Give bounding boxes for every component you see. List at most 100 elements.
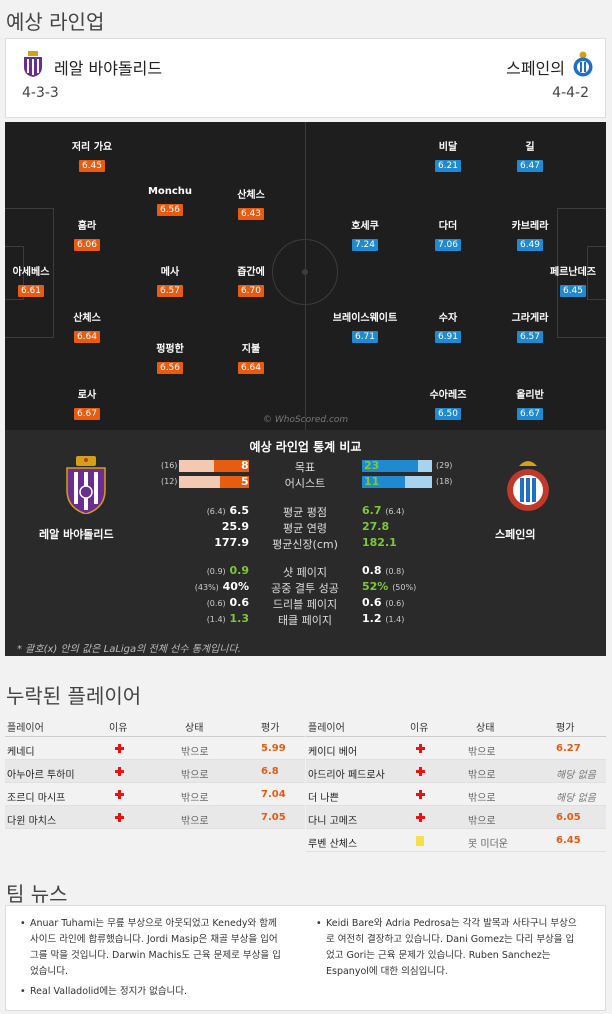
home-player[interactable]: 즙간에 6.70 — [237, 267, 265, 297]
stat-home-value: (0.9) 0.9 — [207, 564, 249, 577]
home-player[interactable]: 산체스 6.64 — [73, 313, 101, 343]
stat-label: 평균 평점 — [283, 506, 327, 519]
stat-home-number: 40% — [222, 580, 249, 593]
center-circle — [272, 239, 338, 305]
home-player[interactable]: 메사 6.57 — [122, 263, 218, 297]
home-player[interactable]: 로사 6.67 — [39, 386, 135, 420]
missing-player-status: 밖으로 — [468, 747, 496, 758]
missing-player-rating: 6.27 — [556, 743, 581, 754]
stats-home-name: 레알 바야돌리드 — [39, 528, 114, 541]
stat-bar-goals: (16) 8 목표 23 (29) — [161, 459, 453, 474]
away-player[interactable]: 페르난데즈 6.45 — [550, 267, 596, 297]
away-team-name[interactable]: 스페인의 — [506, 59, 565, 78]
injury-cross-icon — [416, 767, 425, 776]
away-player[interactable]: 카브레라 6.49 — [511, 221, 549, 251]
stat-away-number: 52% — [362, 580, 389, 593]
missing-player-rating: 5.99 — [261, 743, 286, 754]
missing-player-name[interactable]: 아드리아 페드로사 — [308, 770, 385, 781]
home-player[interactable]: 저리 가요 6.45 — [71, 142, 113, 172]
home-goal-box — [5, 246, 24, 300]
missing-player-name[interactable]: 케네디 — [7, 747, 35, 758]
away-player[interactable]: 길 6.47 — [482, 138, 578, 172]
home-missing-table: 플레이어 이유 상태 평가 케네디 밖으로 5.99 아누아르 투하미 밖으로 6.8 조르… — [5, 713, 305, 829]
table-row: 케이디 베어 밖으로 6.27 — [306, 737, 606, 760]
missing-player-name[interactable]: 아누아르 투하미 — [7, 770, 75, 781]
stat-away-league-avg: (50%) — [392, 583, 417, 592]
missing-player-rating: 해당 없음 — [556, 770, 596, 781]
stat-label: 샷 페이지 — [283, 566, 327, 579]
teams-card: 레알 바야돌리드 4-3-3 스페인의 4-4-2 — [5, 38, 606, 118]
away-penalty-box — [557, 208, 606, 338]
missing-player-rating: 6.05 — [556, 812, 581, 823]
home-player[interactable]: 지불 6.64 — [203, 340, 299, 374]
missing-player-name[interactable]: 루벤 산체스 — [308, 839, 358, 850]
home-player[interactable]: 펑펑한 6.56 — [156, 344, 184, 374]
home-player[interactable]: Monchu 6.56 — [147, 186, 193, 216]
home-team-name[interactable]: 레알 바야돌리드 — [54, 59, 163, 78]
stat-away-number: 0.6 — [362, 596, 382, 609]
missing-player-status: 밖으로 — [468, 793, 496, 804]
away-player[interactable]: 호세쿠 7.24 — [351, 221, 379, 251]
stat-home-value: (0.6) 0.6 — [207, 596, 249, 609]
injury-cross-icon — [115, 744, 124, 753]
home-player[interactable]: 산체스 6.43 — [237, 190, 265, 220]
center-spot — [302, 269, 308, 275]
away-missing-table: 플레이어 이유 상태 평가 케이디 베어 밖으로 6.27 아드리아 페드로사 밖으로 해… — [306, 713, 606, 852]
stat-away-number: 27.8 — [362, 520, 390, 533]
news-item: Keidi Bare와 Adria Pedrosa는 각각 발목과 사타구니 부… — [312, 916, 582, 980]
news-item: Real Valladolid에는 정지가 없습니다. — [16, 984, 286, 1000]
watermark: © WhoScored.com — [263, 415, 349, 425]
goals-away-bar — [362, 460, 418, 472]
home-news-list: Anuar Tuhami는 무릎 부상으로 아웃되었고 Kenedy와 함께 사… — [16, 916, 286, 1004]
stat-home-value: 177.9 — [214, 536, 249, 549]
table-row: 다윈 마치스 밖으로 7.05 — [5, 806, 305, 829]
away-player[interactable]: 그라게라 6.57 — [511, 313, 549, 343]
missing-section-title: 누락된 플레이어 — [6, 684, 142, 708]
stat-label: 드리블 페이지 — [272, 598, 338, 611]
stat-away-number: 6.7 — [362, 504, 382, 517]
missing-player-name[interactable]: 다윈 마치스 — [7, 816, 57, 827]
away-player[interactable]: 올리반 6.67 — [516, 390, 544, 420]
missing-player-name[interactable]: 케이디 베어 — [308, 747, 358, 758]
missing-player-status: 밖으로 — [468, 770, 496, 781]
away-crest-icon — [573, 51, 593, 77]
stat-row: (6.4) 6.5 평균 평점 6.7 (6.4) — [5, 504, 606, 520]
away-player[interactable]: 수자 6.91 — [400, 309, 496, 343]
stat-row: (43%) 40% 공중 결투 성공 52% (50%) — [5, 580, 606, 596]
missing-player-rating: 7.04 — [261, 789, 286, 800]
stat-home-league-avg: (0.6) — [206, 599, 226, 608]
missing-player-name[interactable]: 다니 고메즈 — [308, 816, 358, 827]
away-player[interactable]: 브레이스웨이트 6.71 — [332, 313, 398, 343]
stat-home-value: (1.4) 1.3 — [207, 612, 249, 625]
missing-player-name[interactable]: 조르디 마시프 — [7, 793, 66, 804]
stat-away-value: 182.1 — [362, 536, 397, 549]
home-player[interactable]: 아세베스 6.61 — [12, 267, 50, 297]
home-big-crest-icon — [66, 456, 106, 514]
missing-player-name[interactable]: 더 나쁜 — [308, 793, 339, 804]
table-row: 루벤 산체스 못 미더운 6.45 — [306, 829, 606, 852]
missing-player-rating: 6.45 — [556, 835, 581, 846]
home-player[interactable]: 흠라 6.06 — [39, 217, 135, 251]
away-missing-rows: 케이디 베어 밖으로 6.27 아드리아 페드로사 밖으로 해당 없음 더 나쁜 밖으로 해당 … — [306, 737, 606, 852]
away-goal-box — [587, 246, 606, 300]
stat-home-number: 0.9 — [229, 564, 250, 577]
away-player[interactable]: 비달 6.21 — [400, 138, 496, 172]
missing-player-status: 밖으로 — [181, 747, 209, 758]
stat-home-value: (43%) 40% — [195, 580, 249, 593]
news-section-title: 팀 뉴스 — [6, 882, 68, 906]
table-row: 아누아르 투하미 밖으로 6.8 — [5, 760, 305, 783]
stat-home-league-avg: (1.4) — [206, 615, 226, 624]
stat-home-number: 6.5 — [229, 504, 250, 517]
stat-home-number: 25.9 — [221, 520, 249, 533]
home-penalty-box — [5, 208, 54, 338]
away-player[interactable]: 수아레즈 6.50 — [429, 390, 467, 420]
stat-home-number: 1.3 — [229, 612, 250, 625]
injury-cross-icon — [416, 813, 425, 822]
stat-away-value: 27.8 — [362, 520, 389, 533]
away-player[interactable]: 다더 7.06 — [400, 217, 496, 251]
stat-row: (0.6) 0.6 드리블 페이지 0.6 (0.6) — [5, 596, 606, 612]
stat-away-value: 52% (50%) — [362, 580, 416, 593]
missing-player-status: 밖으로 — [181, 816, 209, 827]
stat-away-value: 1.2 (1.4) — [362, 612, 404, 625]
stat-away-league-avg: (0.8) — [385, 567, 405, 576]
